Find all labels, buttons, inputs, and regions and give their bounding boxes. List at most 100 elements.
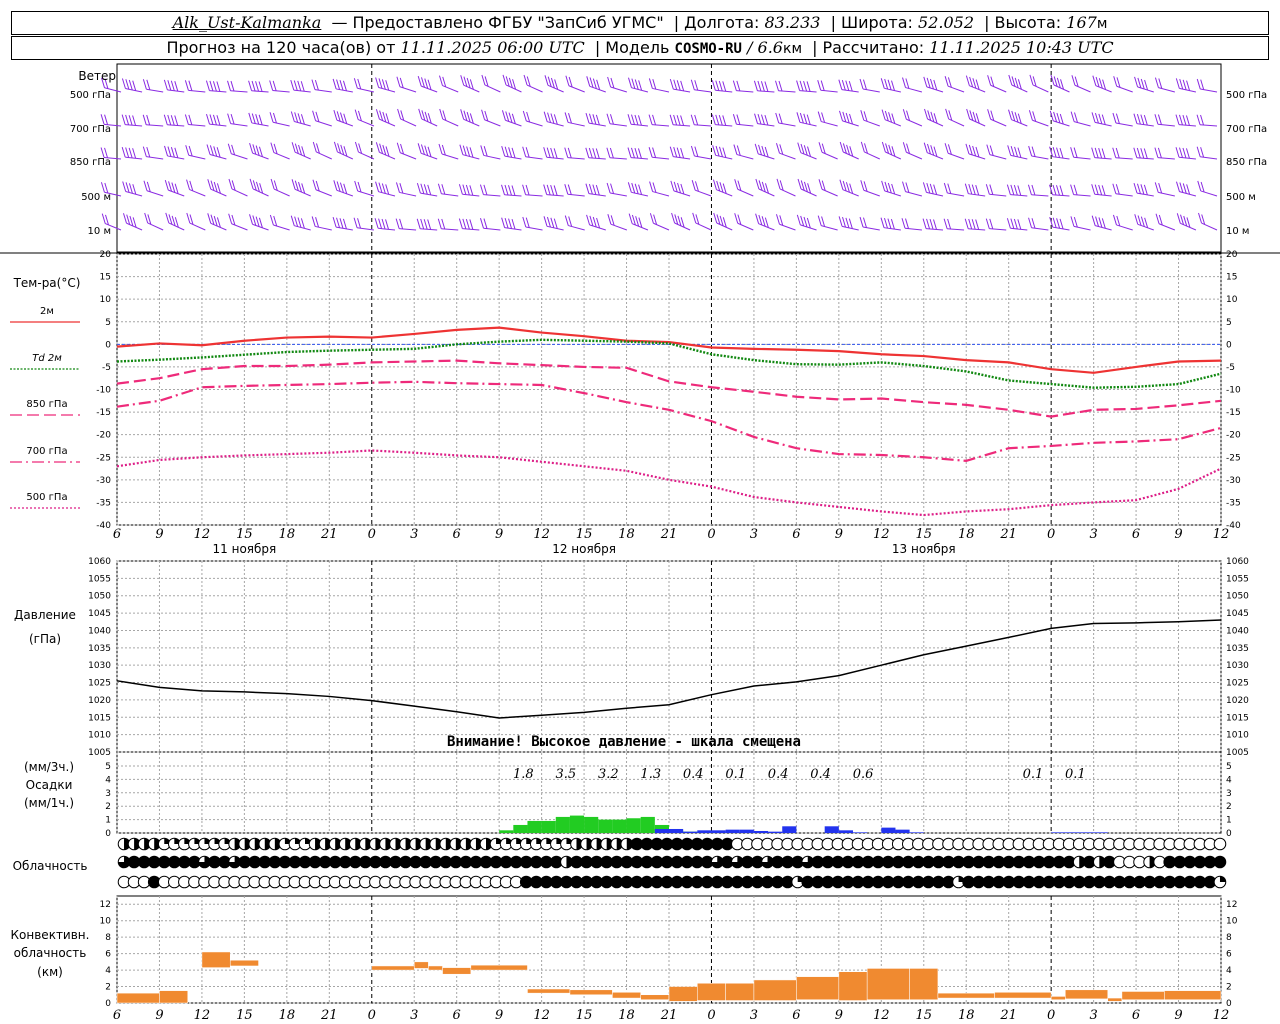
temp-ytick-label: 0: [105, 340, 111, 350]
wind-barb-feather: [189, 214, 194, 225]
cloud-fill: [355, 838, 362, 850]
wind-barb-feather: [227, 143, 232, 154]
dash: —: [331, 13, 348, 32]
wind-barb-shaft: [653, 222, 670, 231]
cloud-fill: [1063, 856, 1075, 868]
wind-barb-feather: [1074, 76, 1079, 87]
cloud-fill: [620, 876, 633, 888]
wind-barb-feather: [300, 218, 305, 229]
wind-barb-feather: [1157, 114, 1162, 125]
rain-bar: [598, 819, 613, 833]
wind-barb-feather: [1017, 219, 1022, 230]
wind-barb-feather: [1136, 147, 1141, 159]
wind-barb-feather: [588, 113, 593, 124]
wind-barb-feather: [649, 213, 654, 224]
cloud-fill: [1184, 876, 1196, 888]
wind-barb-feather: [947, 144, 952, 155]
wind-barb-feather: [694, 146, 699, 157]
wind-barb-shaft: [483, 194, 501, 197]
wind-barb-feather: [1144, 217, 1149, 228]
wind-barb-shaft: [125, 88, 143, 93]
wind-barb-feather: [511, 113, 516, 124]
wind-barb-feather: [564, 147, 569, 158]
pressure-ytick-label-right: 1060: [1226, 557, 1249, 567]
wind-barb-feather: [718, 80, 723, 92]
wind-barb-feather: [673, 79, 678, 90]
pressure-line: [116, 619, 1222, 719]
wind-barb-feather: [273, 215, 278, 227]
snow-bar: [768, 831, 783, 833]
wind-barb-feather: [104, 182, 109, 194]
wind-level-label: 500 м: [81, 192, 111, 203]
conv-xtick-label: 6: [1132, 1008, 1140, 1023]
wind-barb-feather: [1154, 114, 1159, 125]
wind-barb-feather: [550, 113, 555, 124]
wind-barb-feather: [760, 81, 765, 92]
cloud-fill: [218, 856, 231, 868]
wind-barb-shaft: [525, 226, 543, 231]
wind-barb-feather: [1094, 184, 1099, 195]
snow-bar: [711, 830, 726, 833]
wind-barb-feather: [525, 217, 530, 228]
wind-barb-feather: [508, 185, 512, 196]
cloud-fill: [1053, 856, 1065, 868]
temp-xtick-label: 9: [495, 527, 503, 542]
wind-barb-feather: [1006, 184, 1011, 195]
model-resolution-unit: км: [782, 41, 803, 57]
wind-barb-feather: [736, 145, 741, 156]
wind-barb-feather: [807, 183, 812, 194]
convective-bar: [442, 967, 472, 975]
wind-barb-feather: [333, 109, 338, 121]
wind-barb-shaft: [1178, 124, 1196, 127]
wind-barb-feather: [929, 183, 934, 194]
conv-ytick-label: 0: [105, 999, 111, 1009]
cloud-fill: [711, 856, 724, 868]
wind-barb-feather: [269, 80, 274, 91]
cloud-fill: [1194, 876, 1206, 888]
wind-barb-feather: [1196, 78, 1201, 90]
wind-barb-feather: [1049, 110, 1054, 122]
wind-barb-feather: [799, 80, 804, 92]
wind-barb-feather: [862, 217, 867, 228]
wind-barb-shaft: [736, 154, 754, 160]
wind-barb-feather: [592, 184, 597, 195]
wind-barb-feather: [975, 113, 980, 124]
cloud-fill: [882, 876, 894, 888]
convective-title-1: Конвективн.: [10, 928, 90, 942]
legend-label: 500 гПа: [26, 492, 67, 503]
snow-bar: [1093, 832, 1108, 833]
cloud-fill: [570, 876, 583, 888]
cloud-fill: [922, 856, 935, 868]
wind-barb-feather: [554, 79, 559, 90]
wind-barb-feather: [901, 218, 906, 229]
wind-barb-shaft: [969, 118, 986, 127]
temp-ytick-label-right: 5: [1226, 318, 1232, 328]
wind-barb-feather: [715, 114, 720, 126]
wind-level-label-right: 700 гПа: [1226, 124, 1267, 135]
wind-barb-feather: [1158, 214, 1163, 226]
wind-barb-feather: [930, 145, 935, 156]
wind-barb-feather: [1134, 214, 1139, 225]
wind-barb-feather: [231, 144, 236, 155]
wind-barb-feather: [252, 215, 257, 226]
wind-barb-feather: [638, 184, 643, 195]
wind-barb-feather: [754, 113, 759, 124]
wind-barb-feather: [971, 219, 976, 230]
cloud-fill: [178, 856, 191, 868]
wind-barb-feather: [1056, 112, 1061, 124]
wind-barb-shaft: [1200, 156, 1218, 160]
cloud-fill: [661, 876, 673, 888]
wind-barb-shaft: [1010, 227, 1028, 231]
precip-3h-total: 0.1: [1023, 767, 1044, 782]
wind-barb-shaft: [336, 119, 354, 127]
convective-bar: [428, 965, 443, 971]
cloud-fill: [751, 876, 764, 888]
conv-ytick-label: 4: [105, 966, 111, 976]
wind-barb-feather: [933, 146, 938, 157]
wind-barb-feather: [674, 214, 679, 225]
wind-barb-feather: [722, 147, 727, 158]
day-label: 13 ноября: [892, 542, 956, 556]
wind-barb-shaft: [231, 153, 248, 160]
wind-barb-feather: [170, 115, 175, 126]
wind-barb-feather: [753, 80, 758, 91]
